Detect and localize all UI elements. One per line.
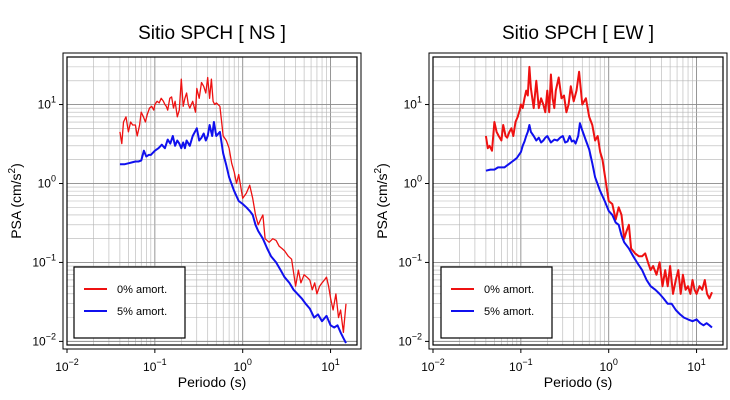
y-tick-label: 100	[404, 173, 422, 190]
legend-label: 0% amort.	[117, 284, 167, 296]
plot-outer-frame	[428, 52, 728, 350]
legend: 0% amort. 5% amort.	[73, 266, 186, 339]
x-tick-label: 101	[687, 357, 705, 374]
chart-panel-2: 10−2 10−1 100 101 10−2 10−1 100 101 Sitio SPCH […	[373, 23, 728, 390]
x-tick-label: 10−2	[421, 357, 445, 374]
chart-title: Sitio SPCH [ EW ]	[502, 23, 654, 44]
x-tick-label: 10−1	[509, 357, 533, 374]
y-axis-label: PSA (cm/s2)	[7, 163, 24, 239]
x-tick-label: 100	[234, 357, 252, 374]
legend-box	[73, 266, 186, 339]
chart-panel-1: 10−2 10−1 100 101 10−2 10−1 100 101 Sitio SPCH […	[7, 23, 362, 390]
legend: 0% amort. 5% amort.	[440, 266, 553, 339]
y-tick-label: 101	[404, 95, 422, 112]
plot-frame	[66, 56, 358, 346]
plot-frame	[432, 56, 724, 346]
x-axis-label: Periodo (s)	[178, 374, 246, 390]
chart-title: Sitio SPCH [ NS ]	[138, 23, 286, 44]
x-tick-label: 100	[600, 357, 618, 374]
x-tick-label: 10−1	[143, 357, 167, 374]
y-tick-label: 10−2	[32, 331, 56, 348]
series-line-damped	[485, 122, 713, 329]
y-tick-label: 101	[38, 95, 56, 112]
y-axis-label: PSA (cm/s2)	[373, 163, 390, 239]
legend-label: 0% amort.	[484, 284, 534, 296]
series-line-damped	[119, 121, 347, 344]
series-line-undamped	[484, 65, 713, 300]
y-tick-label: 10−1	[32, 252, 56, 269]
x-axis-label: Periodo (s)	[544, 374, 612, 390]
x-tick-label: 10−2	[55, 357, 79, 374]
x-tick-label: 101	[321, 357, 339, 374]
legend-label: 5% amort.	[117, 306, 167, 318]
y-tick-label: 100	[38, 173, 56, 190]
series-line-undamped	[119, 76, 347, 334]
legend-box	[440, 266, 553, 339]
plot-outer-frame	[62, 52, 362, 350]
y-tick-label: 10−1	[398, 252, 422, 269]
legend-label: 5% amort.	[484, 306, 534, 318]
y-tick-label: 10−2	[398, 331, 422, 348]
